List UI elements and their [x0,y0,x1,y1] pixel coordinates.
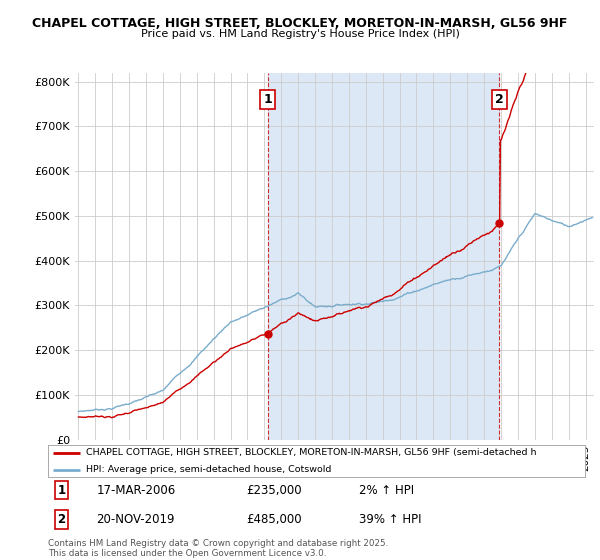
Text: Contains HM Land Registry data © Crown copyright and database right 2025.
This d: Contains HM Land Registry data © Crown c… [48,539,388,558]
Text: 17-MAR-2006: 17-MAR-2006 [97,484,176,497]
Text: HPI: Average price, semi-detached house, Cotswold: HPI: Average price, semi-detached house,… [86,465,331,474]
Bar [268,73,499,440]
Text: 2: 2 [58,513,65,526]
Text: CHAPEL COTTAGE, HIGH STREET, BLOCKLEY, MORETON-IN-MARSH, GL56 9HF (semi-detached: CHAPEL COTTAGE, HIGH STREET, BLOCKLEY, M… [86,448,536,458]
Text: 2% ↑ HPI: 2% ↑ HPI [359,484,415,497]
Text: Price paid vs. HM Land Registry's House Price Index (HPI): Price paid vs. HM Land Registry's House … [140,29,460,39]
Text: CHAPEL COTTAGE, HIGH STREET, BLOCKLEY, MORETON-IN-MARSH, GL56 9HF: CHAPEL COTTAGE, HIGH STREET, BLOCKLEY, M… [32,17,568,30]
Text: 20-NOV-2019: 20-NOV-2019 [97,513,175,526]
Text: 1: 1 [58,484,65,497]
Text: 39% ↑ HPI: 39% ↑ HPI [359,513,422,526]
Text: £235,000: £235,000 [247,484,302,497]
Text: 1: 1 [263,93,272,106]
Text: 2: 2 [495,93,504,106]
Text: £485,000: £485,000 [247,513,302,526]
